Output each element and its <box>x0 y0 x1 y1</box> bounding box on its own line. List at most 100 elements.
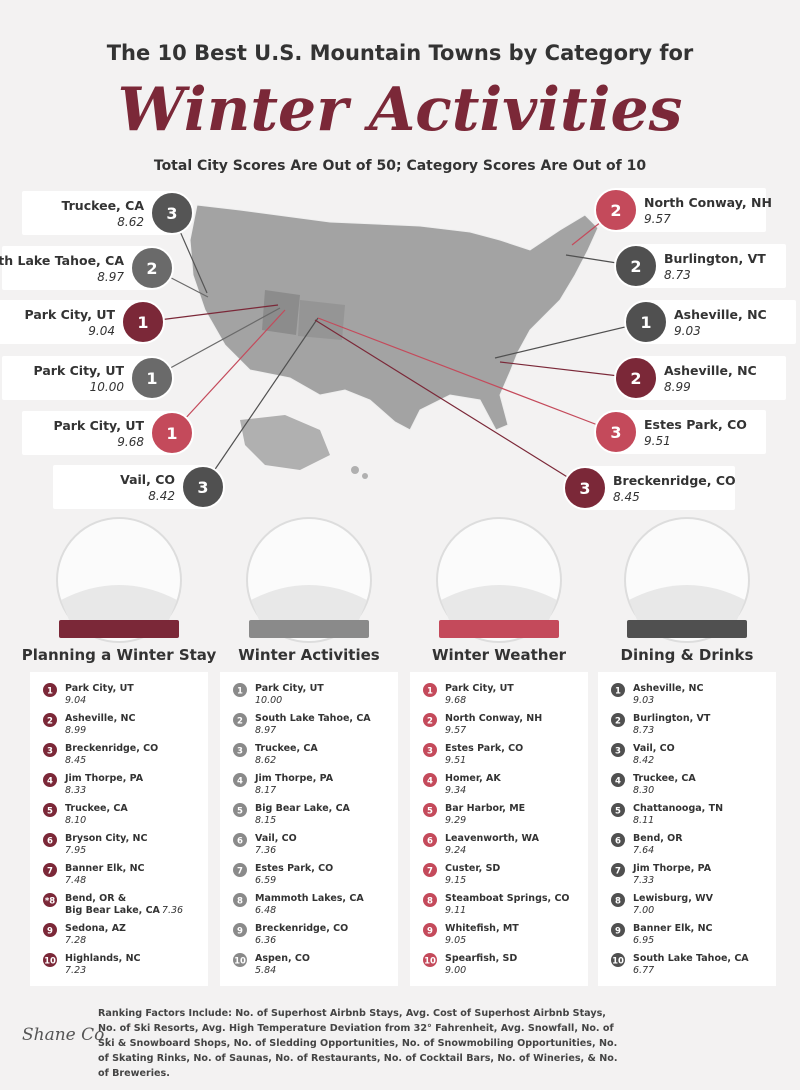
us-map <box>189 204 599 479</box>
rank-dot <box>423 833 437 847</box>
callout-score: 8.73 <box>664 268 691 282</box>
rank-dot <box>423 923 437 937</box>
city: Highlands, NC <box>65 953 141 964</box>
callout-city: Breckenridge, CO <box>613 473 736 488</box>
category-card <box>598 672 776 986</box>
globe-base <box>627 620 747 638</box>
category-card <box>410 672 588 986</box>
rank-badge <box>150 411 194 455</box>
rank: 5 <box>427 807 433 817</box>
score: 8.45 <box>65 755 86 766</box>
connector <box>314 319 586 489</box>
rank: 6 <box>427 837 433 847</box>
alaska <box>240 415 330 470</box>
score: 8.62 <box>255 755 276 766</box>
city: Vail, CO <box>633 743 675 754</box>
callout-score: 9.03 <box>674 324 701 338</box>
rank: 10 <box>234 957 246 967</box>
category-title: Winter Weather <box>432 646 567 664</box>
callout-box <box>636 356 786 400</box>
rank: 2 <box>427 717 433 727</box>
rank: 4 <box>615 777 621 787</box>
rank: 8 <box>237 897 243 907</box>
city: Breckenridge, CO <box>255 923 348 934</box>
rank-dot <box>43 773 57 787</box>
callout-city: Truckee, CA <box>61 198 144 213</box>
logo: Shane Co. <box>22 1025 110 1045</box>
city: Banner Elk, NC <box>633 923 713 934</box>
callout-city: Park City, UT <box>34 363 125 378</box>
city: South Lake Tahoe, CA <box>255 713 371 724</box>
category-card <box>30 672 208 986</box>
score: 7.28 <box>65 935 86 946</box>
city: Sedona, AZ <box>65 923 126 934</box>
score: 7.48 <box>65 875 86 886</box>
city: Bryson City, NC <box>65 833 147 844</box>
rank-badge <box>624 300 668 344</box>
city: Asheville, NC <box>65 713 135 724</box>
rank-badge <box>594 188 638 232</box>
globe-snow <box>61 585 177 620</box>
rank: 10 <box>612 957 624 967</box>
rank-number: 3 <box>610 423 621 442</box>
rank-dot <box>423 803 437 817</box>
rank-dot <box>611 833 625 847</box>
score: 7.64 <box>633 845 654 856</box>
city: Homer, AK <box>445 773 501 784</box>
city: Vail, CO <box>255 833 297 844</box>
callout-score: 8.42 <box>148 489 175 503</box>
rank-badge <box>594 410 638 454</box>
score: 5.84 <box>255 965 276 976</box>
title: Winter Activities <box>118 75 683 145</box>
rank: 3 <box>47 747 53 757</box>
callout-box <box>2 356 152 400</box>
rank-badge <box>181 465 225 509</box>
connector <box>499 361 637 379</box>
category-card <box>220 672 398 986</box>
rank: 4 <box>237 777 243 787</box>
city: Lewisburg, WV <box>633 893 714 904</box>
rank-dot <box>423 863 437 877</box>
score: 9.51 <box>445 755 466 766</box>
rank-badge <box>130 356 174 400</box>
city: Mammoth Lakes, CA <box>255 893 364 904</box>
rank-dot <box>43 863 57 877</box>
globe-snow <box>441 585 557 620</box>
rank-dot <box>611 743 625 757</box>
city: Truckee, CA <box>65 803 128 814</box>
rank-number: 2 <box>630 257 641 276</box>
score: 9.24 <box>445 845 466 856</box>
rank-number: 2 <box>630 369 641 388</box>
score: 7.36 <box>255 845 276 856</box>
rank: 6 <box>615 837 621 847</box>
score: 9.03 <box>633 695 654 706</box>
rank-dot <box>43 803 57 817</box>
rank: 7 <box>47 867 53 877</box>
city: Park City, UT <box>255 683 324 694</box>
score: 6.36 <box>255 935 276 946</box>
rank-number: 1 <box>137 313 148 332</box>
continental-us <box>189 204 599 431</box>
score: 8.99 <box>65 725 86 736</box>
city: Bend, OR <box>633 833 683 844</box>
rank: 10 <box>424 957 436 967</box>
city: Truckee, CA <box>633 773 696 784</box>
connector <box>317 317 617 433</box>
rank: 5 <box>615 807 621 817</box>
rank-badge <box>614 356 658 400</box>
rank: 4 <box>47 777 53 787</box>
score: 7.95 <box>65 845 86 856</box>
highlighted-state <box>262 290 300 335</box>
rank: 9 <box>427 927 433 937</box>
score: 9.34 <box>445 785 466 796</box>
rank-badge <box>121 300 165 344</box>
rank-number: 3 <box>197 478 208 497</box>
city: Whitefish, MT <box>445 923 519 934</box>
rank-dot <box>423 953 437 967</box>
rank-badge <box>130 246 174 290</box>
score: 6.59 <box>255 875 276 886</box>
rank-number: 3 <box>579 479 590 498</box>
rank-badge <box>563 466 607 510</box>
city: Burlington, VT <box>633 713 711 724</box>
connector <box>171 309 286 434</box>
